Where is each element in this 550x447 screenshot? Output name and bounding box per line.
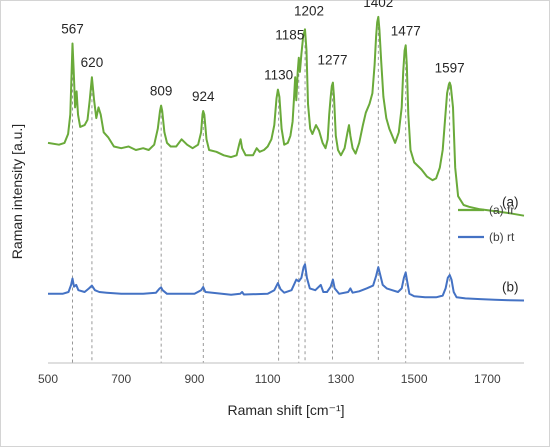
- peak-label-924: 924: [192, 89, 215, 104]
- series-line-a: [47, 15, 525, 217]
- series-line-b: [48, 263, 525, 302]
- peak-guide-lines: [72, 20, 451, 363]
- peak-label-1202: 1202: [294, 3, 324, 18]
- curve-label-b: (b): [502, 280, 519, 295]
- peak-label-1130: 1130: [264, 68, 293, 83]
- peak-label-567: 567: [61, 22, 84, 37]
- peak-label-1277: 1277: [317, 53, 347, 68]
- peak-labels: 567 620 809 924 1130 1185 1202 1277 1402 1477 1597: [61, 0, 464, 104]
- peak-label-1477: 1477: [391, 23, 421, 38]
- x-tick-label: 1500: [401, 372, 428, 386]
- x-tick-label: 1300: [328, 372, 355, 386]
- peak-label-809: 809: [150, 84, 173, 99]
- peak-label-1597: 1597: [435, 61, 465, 76]
- x-tick-label: 700: [111, 372, 131, 386]
- legend: (a) fr (b) rt: [458, 203, 515, 244]
- x-tick-label: 500: [38, 372, 58, 386]
- curve-labels: (a) (b): [502, 195, 519, 295]
- x-tick-label: 900: [184, 372, 204, 386]
- x-tick-label: 1100: [255, 372, 281, 386]
- curve-label-a: (a): [502, 195, 519, 210]
- legend-label-b: (b) rt: [489, 230, 515, 244]
- x-tick-labels: 500 700 900 1100 1300 1500 1700: [38, 372, 501, 386]
- peak-label-1185: 1185: [275, 28, 304, 43]
- legend-label-a: (a) fr: [489, 203, 514, 217]
- y-axis-title: Raman intensity [a.u.]: [9, 124, 25, 259]
- x-tick-label: 1700: [474, 372, 501, 386]
- peak-label-620: 620: [81, 55, 104, 70]
- peak-label-1402: 1402: [363, 0, 393, 10]
- x-axis-title: Raman shift [cm⁻¹]: [227, 402, 344, 418]
- spectrum-curves: [47, 15, 525, 302]
